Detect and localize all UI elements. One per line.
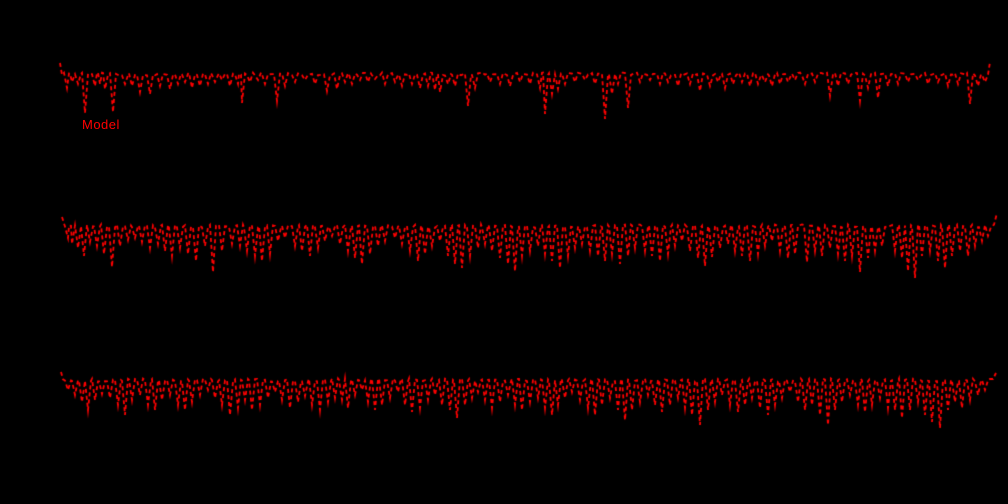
model-legend-label: Model [82, 117, 120, 132]
